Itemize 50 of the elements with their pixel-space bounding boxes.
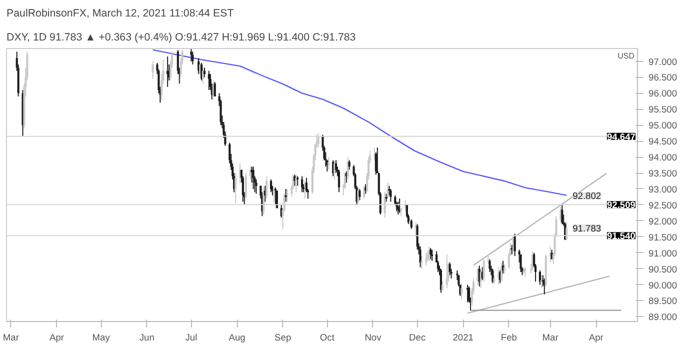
annotation: 91.783 (572, 223, 602, 234)
y-tick-label: 95.500 (648, 104, 678, 115)
ref-line-label: 94.647 (606, 132, 636, 142)
annotation: 92.802 (572, 190, 602, 201)
y-tick-label: 95.000 (648, 120, 678, 131)
x-tick-label: Mar (2, 332, 19, 342)
y-tick-label: 96.000 (648, 88, 678, 99)
chart-title: PaulRobinsonFX, March 12, 2021 11:08:44 EST (6, 8, 234, 20)
y-tick-label: 91.500 (648, 232, 678, 242)
x-tick-label: Mar (542, 332, 558, 342)
y-tick-label: 97.000 (648, 56, 678, 67)
chart-subtitle: DXY, 1D 91.783 ▲ +0.363 (+0.4%) O:91.427 H:91.969 L:91.400 C:91.783 (6, 32, 356, 44)
y-tick-label: 93.500 (648, 168, 678, 179)
y-tick-label: 94.500 (648, 136, 678, 147)
candlestick (328, 156, 330, 170)
candlestick (358, 188, 361, 201)
y-tick-label: 90.500 (648, 264, 678, 274)
y-tick-label: 90.000 (648, 280, 678, 290)
x-tick-label: Dec (409, 332, 426, 342)
x-tick-label: Aug (228, 332, 246, 342)
candlestick (296, 176, 299, 186)
x-tick-label: 2021 (452, 332, 474, 342)
y-tick-label: 92.500 (648, 200, 678, 210)
x-tick-label: Oct (320, 332, 335, 342)
x-tick-label: Sep (274, 332, 292, 342)
x-tick-label: May (92, 332, 110, 342)
y-tick-label: 94.000 (648, 152, 678, 163)
y-tick-label: 92.000 (648, 216, 678, 226)
y-tick-label: 89.500 (648, 296, 678, 306)
candlestick (431, 249, 434, 262)
candlestick (414, 222, 417, 238)
y-tick-label: 96.500 (648, 72, 678, 83)
x-tick-label: Apr (588, 332, 604, 342)
y-tick-label: 89.000 (648, 312, 678, 322)
candlestick (192, 51, 194, 65)
y-tick-label: 93.000 (648, 184, 678, 194)
x-tick-label: Jul (185, 332, 198, 342)
x-tick-label: Feb (500, 332, 517, 342)
x-tick-label: Jun (139, 332, 154, 342)
annotation: USD (618, 52, 635, 60)
candlestick (390, 188, 392, 202)
x-tick-label: Apr (49, 332, 64, 342)
ref-line-label: 92.509 (606, 200, 636, 210)
candlestick (208, 70, 210, 91)
candlestick (446, 254, 448, 288)
x-tick-label: Nov (364, 332, 382, 342)
y-tick-label: 91.000 (648, 248, 678, 258)
ref-line-label: 91.540 (606, 231, 636, 242)
candlestick (152, 60, 154, 80)
line-series (152, 49, 568, 196)
